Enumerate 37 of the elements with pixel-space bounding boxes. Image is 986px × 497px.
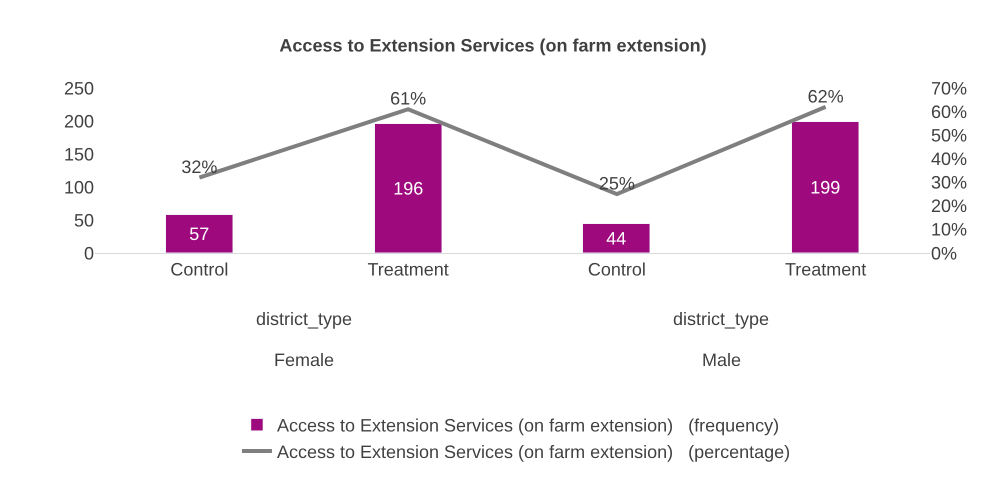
data-label: 25% — [598, 174, 635, 194]
data-label: 196 — [393, 178, 424, 198]
text: Female — [274, 350, 334, 370]
y-tick-label: 50 — [74, 210, 94, 230]
y-tick-label: 0 — [84, 243, 94, 264]
y2-tick-label: 60% — [931, 102, 968, 122]
text: district_type — [673, 309, 770, 329]
data-label: 61% — [390, 88, 426, 109]
data-label: 62% — [808, 86, 844, 106]
y2-tick-label: 20% — [931, 196, 968, 216]
bar — [792, 122, 859, 253]
y2-tick-label: 10% — [931, 220, 968, 240]
bar — [582, 224, 650, 253]
chart-title: Access to Extension Services (on farm extension) — [279, 35, 707, 56]
x-tick-label: Control — [588, 260, 646, 280]
data-label: 32% — [181, 157, 218, 178]
x-tick-label: Treatment — [784, 260, 866, 280]
data-label: 44 — [606, 228, 626, 248]
x-tick-label: Control — [170, 260, 228, 280]
y2-tick-label: 40% — [931, 149, 968, 170]
y-tick-label: 200 — [64, 111, 94, 132]
data-label: 199 — [810, 177, 840, 198]
x-tick-label: Treatment — [367, 260, 449, 280]
bar — [374, 124, 442, 253]
y2-tick-label: 70% — [931, 78, 968, 98]
y-tick-label: 100 — [64, 177, 94, 198]
bar — [166, 214, 233, 253]
y-tick-label: 250 — [64, 78, 94, 98]
y2-tick-label: 0% — [931, 243, 958, 264]
data-label: 57 — [189, 224, 210, 244]
y2-tick-label: 50% — [931, 125, 968, 146]
text: Male — [702, 350, 742, 370]
y-tick-label: 150 — [64, 144, 94, 164]
y2-tick-label: 30% — [931, 172, 968, 193]
legend-label: Access to Extension Services (on farm extension) (frequency) — [276, 416, 780, 436]
text: district_type — [256, 309, 352, 329]
legend-label: Access to Extension Services (on farm extension) (percentage) — [276, 442, 790, 462]
